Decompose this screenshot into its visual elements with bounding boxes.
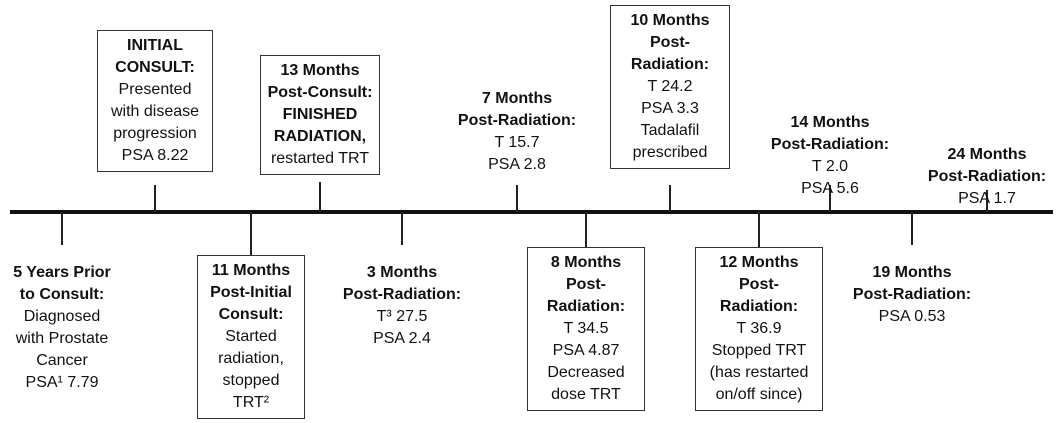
timeline-tick [758, 212, 760, 247]
event-text: PSA 2.8 [488, 156, 546, 173]
event-label: 7 Months Post-Radiation: T 15.7 PSA 2.8 [442, 88, 592, 176]
event-heading: Radiation: [546, 298, 626, 315]
event-text: PSA¹ 7.79 [25, 374, 99, 391]
event-text: dose TRT [551, 386, 621, 403]
event-text: restarted TRT [270, 150, 370, 167]
event-text: T 34.5 [563, 320, 609, 337]
timeline-tick [61, 212, 63, 245]
event-text: with disease [110, 103, 200, 120]
event-text: PSA 5.6 [801, 180, 859, 197]
event-heading: 19 Months [872, 264, 952, 281]
event-text: PSA 2.4 [373, 330, 431, 347]
event-text: T³ 27.5 [376, 308, 428, 325]
timeline-tick [669, 185, 671, 212]
timeline-tick [911, 212, 913, 245]
timeline-tick [319, 182, 321, 212]
event-heading: Consult: [218, 306, 284, 323]
event-text: with Prostate [15, 330, 109, 347]
timeline-tick [154, 185, 156, 212]
event-label: 14 Months Post-Radiation: T 2.0 PSA 5.6 [755, 112, 905, 200]
event-text: PSA 3.3 [641, 100, 699, 117]
timeline-tick [401, 212, 403, 245]
timeline-tick [516, 185, 518, 212]
event-box: 11 Months Post-Initial Consult: Started radi… [197, 255, 305, 419]
event-heading: Post- [739, 276, 779, 293]
event-text: Tadalafil [640, 122, 700, 139]
event-heading: FINISHED [282, 106, 358, 123]
timeline-axis [10, 210, 1053, 214]
event-heading: Post-Radiation: [852, 286, 972, 303]
event-text: T 2.0 [811, 158, 849, 175]
event-text: Presented [118, 81, 192, 98]
event-text: radiation, [218, 350, 284, 367]
event-text: progression [113, 125, 197, 142]
timeline-tick [250, 212, 252, 255]
event-label: 24 Months Post-Radiation: PSA 1.7 [912, 144, 1062, 210]
timeline-tick [829, 185, 831, 212]
event-text: PSA 0.53 [878, 308, 946, 325]
event-text: T 24.2 [647, 78, 693, 95]
event-heading: to Consult: [19, 286, 105, 303]
event-heading: Post-Radiation: [770, 136, 890, 153]
event-box: 10 Months Post- Radiation: T 24.2 PSA 3.3 Tad… [610, 5, 730, 169]
event-box: INITIAL CONSULT: Presented with disease prog… [97, 30, 213, 172]
event-heading: 5 Years Prior [13, 264, 111, 281]
event-heading: Post-Radiation: [457, 112, 577, 129]
event-box: 13 Months Post-Consult: FINISHED RADIATION,… [260, 55, 380, 175]
event-text: T 15.7 [494, 134, 540, 151]
event-heading: INITIAL [127, 37, 183, 54]
timeline-tick [585, 212, 587, 247]
event-heading: Post-Consult: [267, 84, 373, 101]
event-heading: 7 Months [481, 90, 553, 107]
event-text: PSA 1.7 [958, 190, 1016, 207]
event-heading: Post-Initial [210, 284, 292, 301]
event-heading: Post-Radiation: [342, 286, 462, 303]
event-text: prescribed [632, 144, 708, 161]
event-text: on/off since) [715, 386, 803, 403]
event-heading: 13 Months [280, 62, 360, 79]
event-label: 5 Years Prior to Consult: Diagnosed with Pr… [0, 262, 132, 394]
event-heading: 10 Months [630, 12, 710, 29]
event-heading: Post-Radiation: [927, 168, 1047, 185]
event-text: Diagnosed [23, 308, 101, 325]
event-box: 12 Months Post- Radiation: T 36.9 Stopped TR… [695, 247, 823, 411]
event-heading: Post- [566, 276, 606, 293]
event-text: Cancer [36, 352, 88, 369]
event-text: T 36.9 [736, 320, 782, 337]
event-label: 19 Months Post-Radiation: PSA 0.53 [837, 262, 987, 328]
event-text: (has restarted [709, 364, 809, 381]
event-text: PSA 8.22 [121, 147, 189, 164]
event-heading: Radiation: [719, 298, 799, 315]
event-heading: RADIATION, [273, 128, 367, 145]
event-heading: 3 Months [366, 264, 438, 281]
event-text: Decreased [547, 364, 625, 381]
event-heading: 12 Months [719, 254, 799, 271]
event-text: TRT² [232, 394, 270, 411]
event-text: Stopped TRT [711, 342, 807, 359]
event-heading: Post- [650, 34, 690, 51]
event-text: Started [225, 328, 277, 345]
event-heading: 24 Months [947, 146, 1027, 163]
event-heading: 14 Months [790, 114, 870, 131]
event-heading: Radiation: [630, 56, 710, 73]
event-heading: 8 Months [550, 254, 622, 271]
event-text: stopped [222, 372, 280, 389]
timeline-tick [986, 190, 988, 212]
event-text: PSA 4.87 [552, 342, 620, 359]
event-heading: CONSULT: [115, 59, 195, 76]
event-label: 3 Months Post-Radiation: T³ 27.5 PSA 2.4 [327, 262, 477, 350]
event-heading: 11 Months [211, 262, 291, 279]
event-box: 8 Months Post- Radiation: T 34.5 PSA 4.87 Dec… [527, 247, 645, 411]
